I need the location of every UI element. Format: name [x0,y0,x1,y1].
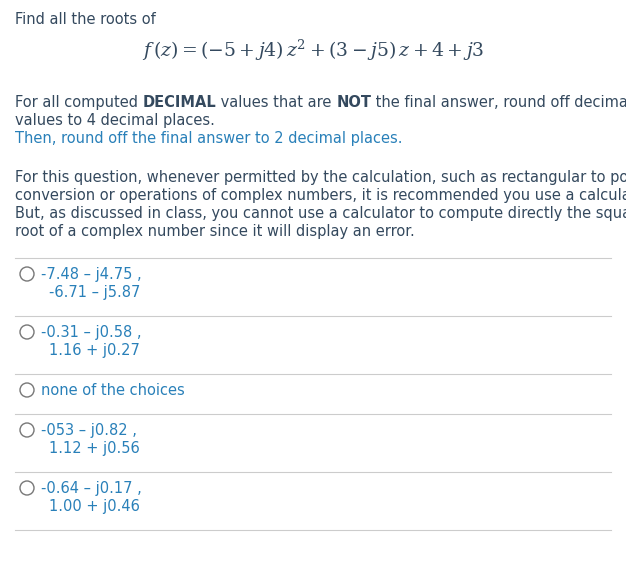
Text: none of the choices: none of the choices [41,383,185,398]
Text: 1.00 + j0.46: 1.00 + j0.46 [49,499,140,514]
Text: $f\,(z) = (-5 + j4)\,z^2 + (3 - j5)\,z + 4 + j3$: $f\,(z) = (-5 + j4)\,z^2 + (3 - j5)\,z +… [142,38,484,63]
Text: NOT: NOT [336,95,371,110]
Text: the final answer, round off decimal: the final answer, round off decimal [371,95,626,110]
Text: -6.71 – j5.87: -6.71 – j5.87 [49,285,140,300]
Text: Then, round off the final answer to 2 decimal places.: Then, round off the final answer to 2 de… [15,131,403,146]
Text: For all computed: For all computed [15,95,143,110]
Text: -053 – j0.82 ,: -053 – j0.82 , [41,423,137,438]
Text: 1.16 + j0.27: 1.16 + j0.27 [49,343,140,358]
Text: values to 4 decimal places.: values to 4 decimal places. [15,113,215,128]
Text: -0.31 – j0.58 ,: -0.31 – j0.58 , [41,325,141,340]
Text: conversion or operations of complex numbers, it is recommended you use a calcula: conversion or operations of complex numb… [15,188,626,203]
Text: root of a complex number since it will display an error.: root of a complex number since it will d… [15,224,415,239]
Text: But, as discussed in class, you cannot use a calculator to compute directly the : But, as discussed in class, you cannot u… [15,206,626,221]
Text: Find all the roots of: Find all the roots of [15,12,156,27]
Text: DECIMAL: DECIMAL [143,95,217,110]
Text: -7.48 – j4.75 ,: -7.48 – j4.75 , [41,267,141,282]
Text: values that are: values that are [217,95,336,110]
Text: 1.12 + j0.56: 1.12 + j0.56 [49,441,140,456]
Text: -0.64 – j0.17 ,: -0.64 – j0.17 , [41,481,141,496]
Text: For this question, whenever permitted by the calculation, such as rectangular to: For this question, whenever permitted by… [15,170,626,185]
